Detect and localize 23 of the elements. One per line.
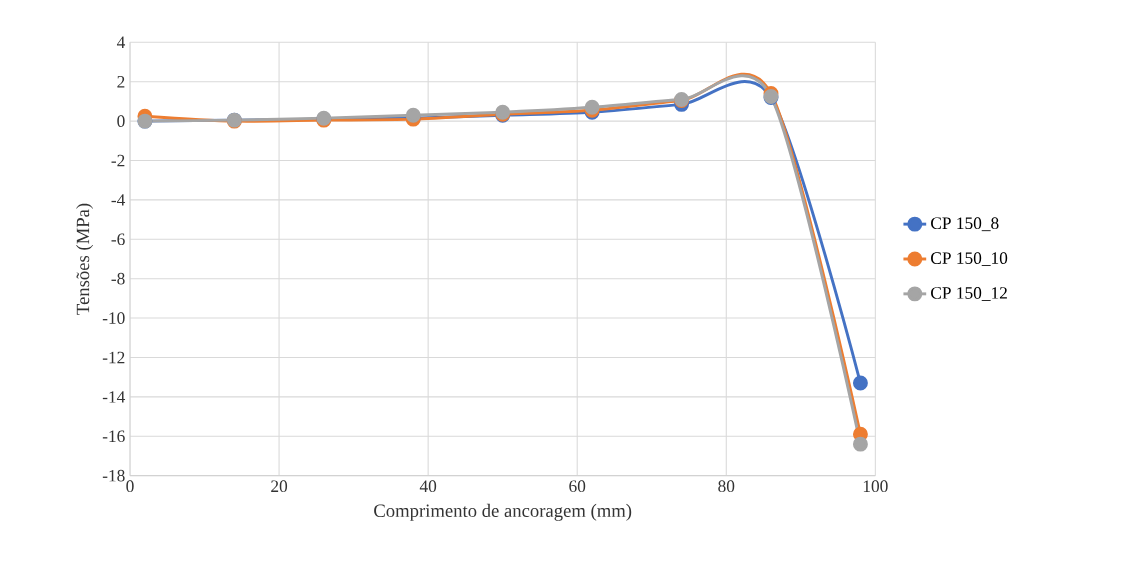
x-tick-label: 80	[718, 480, 735, 493]
y-tick-label: -2	[111, 154, 125, 167]
legend-label: CP 150_10	[931, 252, 1008, 266]
legend-label: CP 150_12	[931, 287, 1007, 301]
y-tick-label: -4	[111, 194, 126, 206]
y-tick-label: -8	[111, 272, 125, 285]
y-tick-label: 0	[117, 115, 125, 127]
x-tick-label: 40	[419, 480, 437, 493]
y-tick-label: -16	[102, 430, 125, 443]
y-tick-label: -18	[102, 469, 125, 482]
x-axis-title: Comprimento de ancoragem (mm)	[374, 503, 632, 521]
x-tick-label: 20	[271, 480, 288, 493]
legend-label: CP 150_8	[931, 217, 999, 232]
y-tick-label: -10	[102, 312, 125, 324]
x-tick-label: 100	[863, 480, 888, 493]
y-tick-label: 4	[116, 36, 126, 49]
y-tick-label: -12	[102, 351, 125, 364]
y-tick-label: 2	[117, 75, 125, 88]
y-axis-title: Tensões (MPa)	[76, 203, 94, 315]
x-tick-label: 60	[569, 480, 586, 493]
y-tick-label: -6	[111, 233, 125, 246]
y-tick-label: -14	[102, 391, 126, 403]
x-tick-label: 0	[126, 480, 134, 493]
